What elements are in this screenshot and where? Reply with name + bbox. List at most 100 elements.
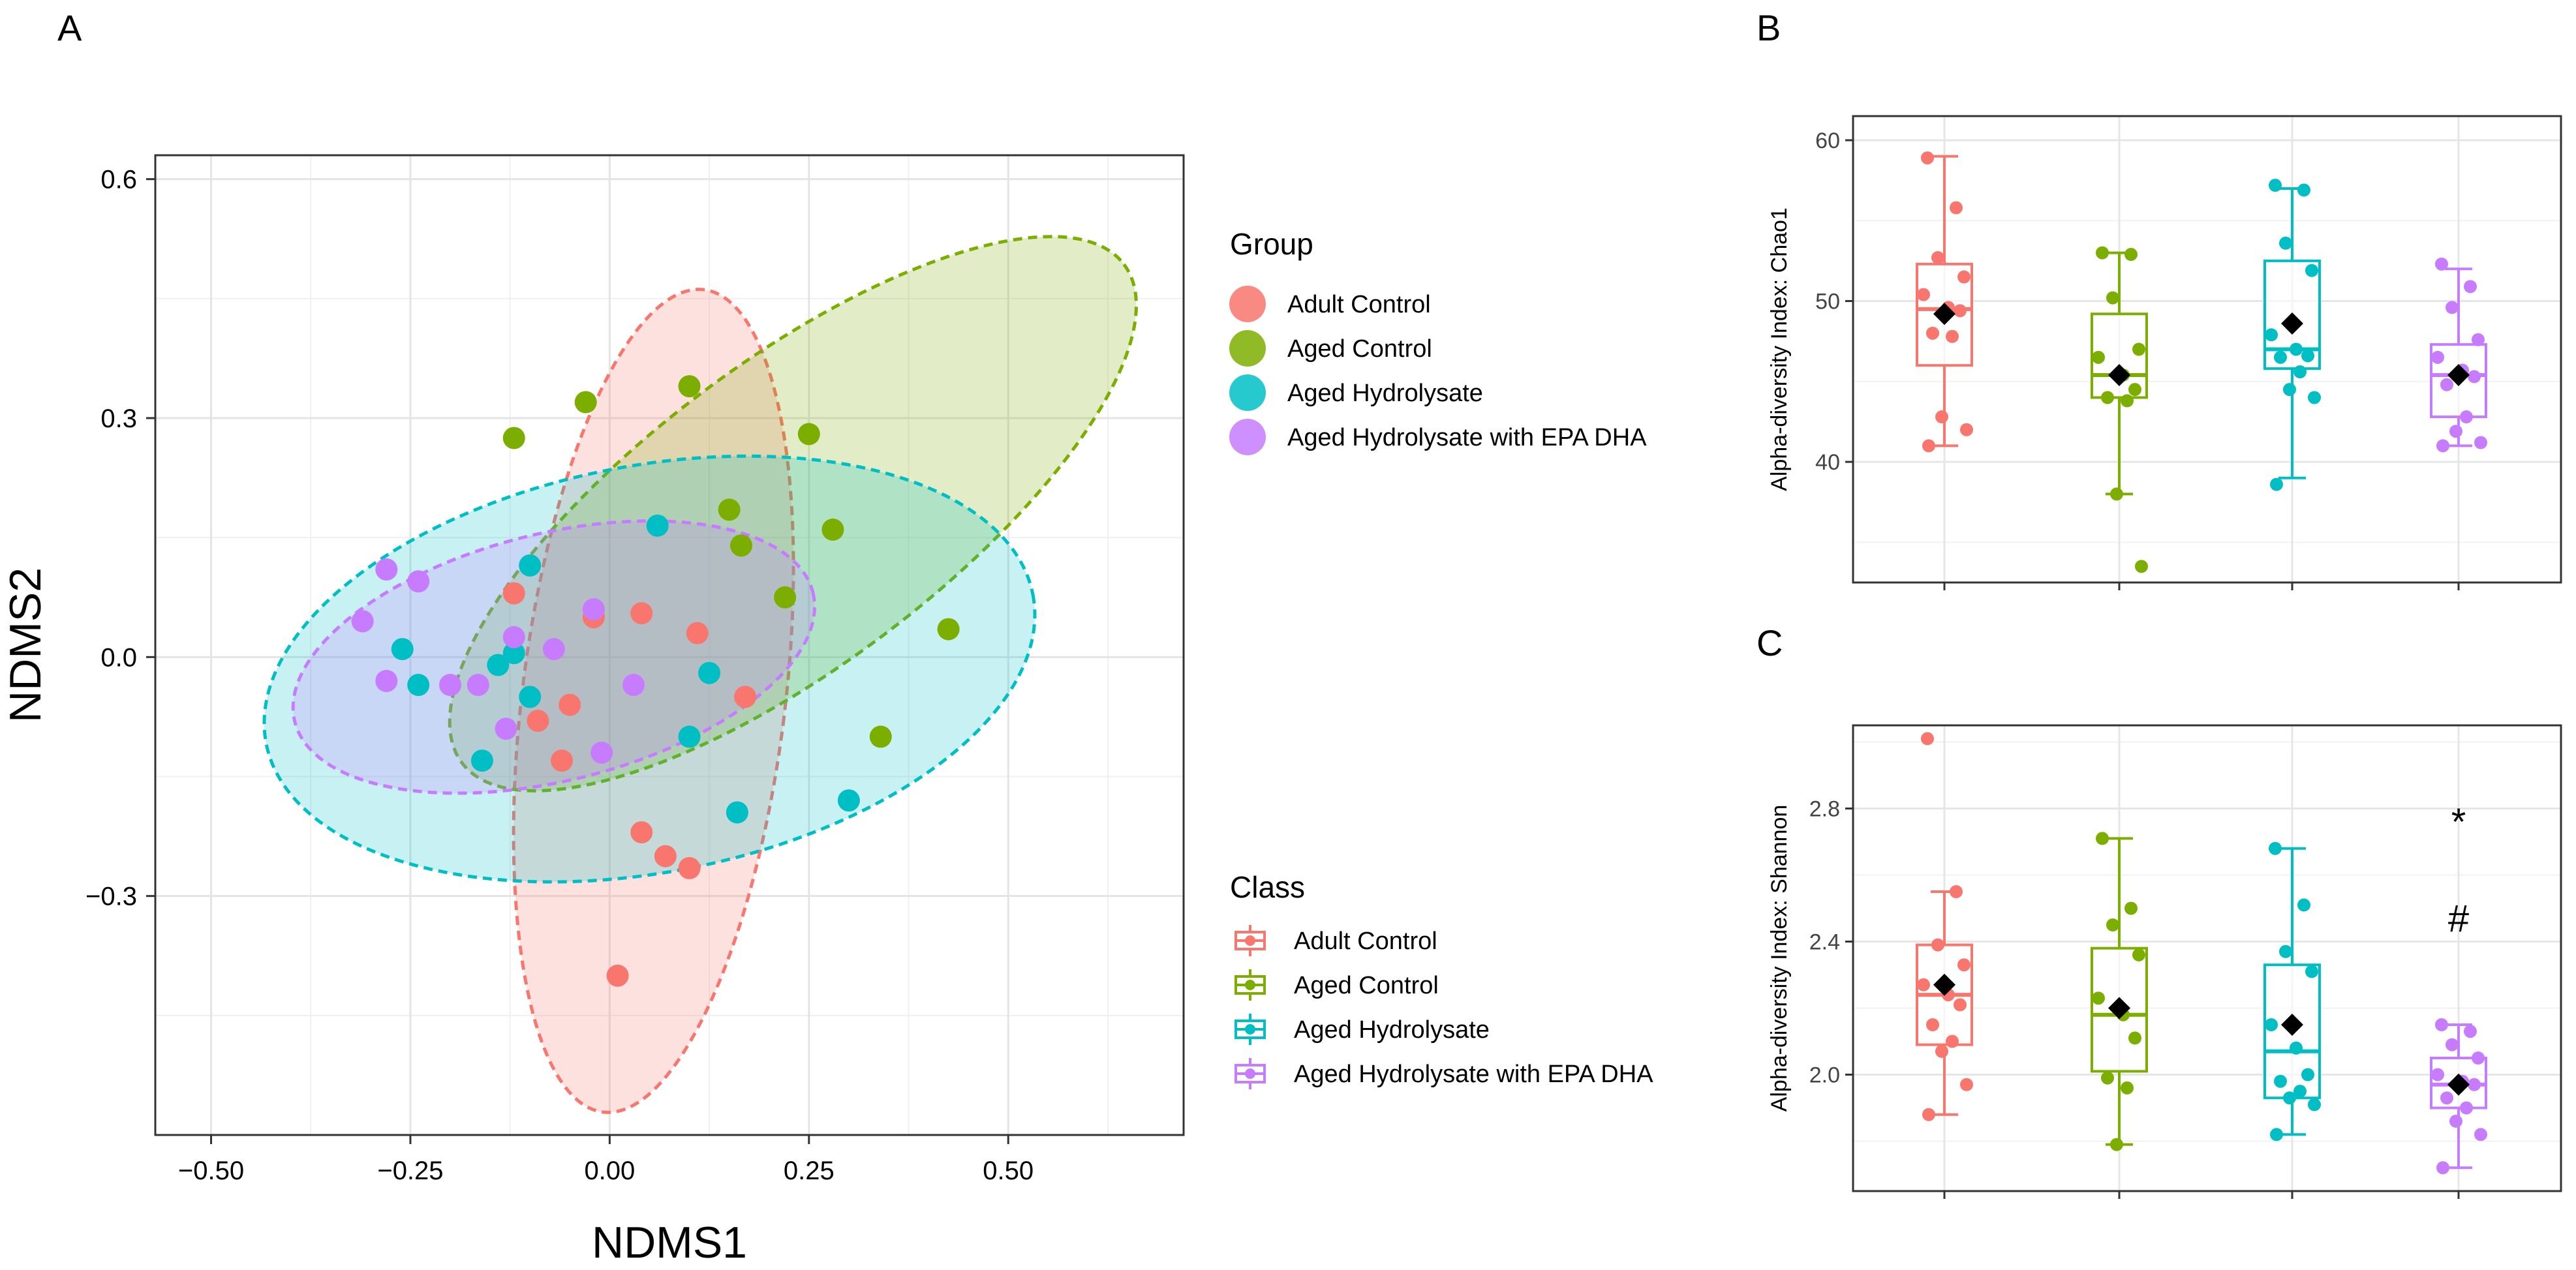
legend-class-dot-adult-control <box>1245 935 1255 946</box>
plot-frame-b <box>1852 115 2562 584</box>
point-adult-control <box>630 821 653 843</box>
point-adult-control <box>1935 410 1948 424</box>
legend-class-label-aged-hydrolysate-epa-dha: Aged Hydrolysate with EPA DHA <box>1294 1061 1653 1088</box>
point-aged-hydrolysate <box>2308 391 2321 404</box>
point-aged-hydrolysate <box>2274 1074 2287 1088</box>
plot-area-a <box>155 155 1184 1135</box>
point-aged-hydrolysate-epa-dha <box>2431 350 2444 364</box>
legend-class-label-adult-control: Adult Control <box>1294 928 1437 955</box>
legend-class-title: Class <box>1230 870 1305 904</box>
point-aged-hydrolysate-epa-dha <box>2472 1051 2485 1065</box>
boxes-b <box>1916 151 2487 573</box>
mean-marker-aged-hydrolysate-epa-dha <box>2447 1073 2470 1096</box>
ordination-plot: −0.50 −0.25 0.00 0.25 0.50 −0.3 0.0 0.3 0.6 NDMS… <box>1 154 1185 1267</box>
point-aged-hydrolysate-epa-dha <box>2435 1018 2448 1031</box>
point-adult-control <box>1935 1044 1948 1058</box>
point-aged-control <box>2124 248 2138 262</box>
point-adult-control <box>1922 1108 1935 1121</box>
point-adult-control <box>527 710 549 733</box>
boxes-c <box>1916 732 2487 1175</box>
point-aged-hydrolysate-epa-dha <box>2474 436 2487 449</box>
point-aged-hydrolysate <box>2308 1098 2321 1111</box>
point-adult-control <box>1960 423 1973 436</box>
point-aged-control <box>821 518 844 541</box>
point-aged-hydrolysate <box>2283 383 2296 397</box>
point-aged-hydrolysate <box>2265 328 2278 342</box>
point-aged-hydrolysate-epa-dha <box>2468 370 2481 384</box>
point-adult-control <box>1950 885 1963 898</box>
point-adult-control <box>734 686 757 708</box>
point-aged-hydrolysate-epa-dha <box>2436 1161 2449 1175</box>
legend-group-label-aged-control: Aged Control <box>1287 335 1432 363</box>
x-tick-label-a: 0.25 <box>784 1157 835 1185</box>
x-tick-label-a: −0.50 <box>178 1157 244 1185</box>
point-aged-hydrolysate <box>519 686 542 708</box>
point-aged-control <box>2110 487 2123 501</box>
point-aged-hydrolysate-epa-dha <box>2460 410 2473 424</box>
panel-label-c: C <box>1756 622 1783 663</box>
point-adult-control <box>1960 1078 1973 1091</box>
point-aged-hydrolysate <box>2290 1041 2303 1055</box>
y-tick-label-b: 50 <box>1815 290 1840 314</box>
point-aged-hydrolysate <box>487 654 510 676</box>
point-adult-control <box>1931 938 1944 952</box>
point-adult-control <box>1946 329 1959 343</box>
point-aged-hydrolysate <box>646 514 669 537</box>
point-aged-hydrolysate-epa-dha <box>2472 333 2485 346</box>
point-adult-control <box>1926 326 1939 340</box>
point-adult-control <box>1957 958 1970 972</box>
point-aged-hydrolysate <box>470 749 493 772</box>
point-aged-control <box>2135 560 2148 573</box>
point-adult-control <box>1954 304 1967 318</box>
mean-marker-aged-control <box>2108 997 2130 1020</box>
point-adult-control <box>1922 439 1935 453</box>
point-aged-hydrolysate-epa-dha <box>375 669 398 692</box>
point-aged-hydrolysate-epa-dha <box>2464 1025 2477 1038</box>
mean-marker-adult-control <box>1933 973 1955 996</box>
point-adult-control <box>606 964 629 987</box>
point-aged-hydrolysate <box>698 661 721 684</box>
point-aged-control <box>2096 832 2109 845</box>
legend-group: Group Adult Control Aged Control Aged Hydr… <box>1229 227 1647 455</box>
point-aged-control <box>2092 350 2105 364</box>
legend-class-dot-aged-control <box>1245 980 1255 990</box>
point-aged-control <box>502 427 525 449</box>
point-aged-hydrolysate-epa-dha <box>2435 257 2448 271</box>
point-adult-control <box>1946 1035 1959 1048</box>
point-aged-hydrolysate <box>2270 477 2283 491</box>
point-aged-control <box>797 423 820 446</box>
point-aged-hydrolysate-epa-dha <box>2449 425 2462 438</box>
significance-annotations: *# <box>2448 801 2469 940</box>
point-aged-hydrolysate <box>2269 841 2282 855</box>
legend-class: Class Adult Control Aged Control Aged Hydr… <box>1230 870 1653 1089</box>
point-aged-hydrolysate <box>2305 965 2318 978</box>
point-adult-control <box>1954 998 1967 1012</box>
x-tick-label-a: 0.00 <box>584 1157 635 1185</box>
mean-marker-aged-hydrolysate <box>2281 312 2303 335</box>
point-aged-hydrolysate-epa-dha <box>622 674 645 697</box>
point-aged-hydrolysate <box>2265 1018 2278 1031</box>
point-aged-hydrolysate <box>2301 349 2314 363</box>
y-axis-title-c: Alpha-diversity Index: Shannon <box>1767 805 1792 1112</box>
point-aged-hydrolysate <box>2283 1091 2296 1105</box>
point-aged-hydrolysate-epa-dha <box>2449 1114 2462 1128</box>
point-aged-hydrolysate <box>2293 1085 2307 1098</box>
x-tick-label-a: −0.25 <box>377 1157 443 1185</box>
point-aged-hydrolysate <box>2279 236 2292 250</box>
point-aged-hydrolysate <box>2290 342 2303 356</box>
legend-class-dot-aged-hydrolysate <box>1245 1024 1255 1035</box>
point-aged-control <box>2128 1031 2141 1045</box>
mean-marker-aged-control <box>2108 363 2130 386</box>
point-adult-control <box>1917 978 1930 991</box>
point-adult-control <box>559 693 581 716</box>
significance-mark: # <box>2448 898 2469 940</box>
point-aged-hydrolysate <box>2297 898 2310 912</box>
legend-group-key-adult-control <box>1229 286 1266 322</box>
mean-marker-aged-hydrolysate-epa-dha <box>2447 363 2470 386</box>
point-aged-control <box>2110 1138 2123 1151</box>
y-tick-label-b: 60 <box>1815 129 1840 153</box>
point-aged-hydrolysate-epa-dha <box>2446 1038 2459 1051</box>
y-tick-label-a: 0.6 <box>100 166 137 194</box>
point-aged-control <box>2132 948 2145 961</box>
